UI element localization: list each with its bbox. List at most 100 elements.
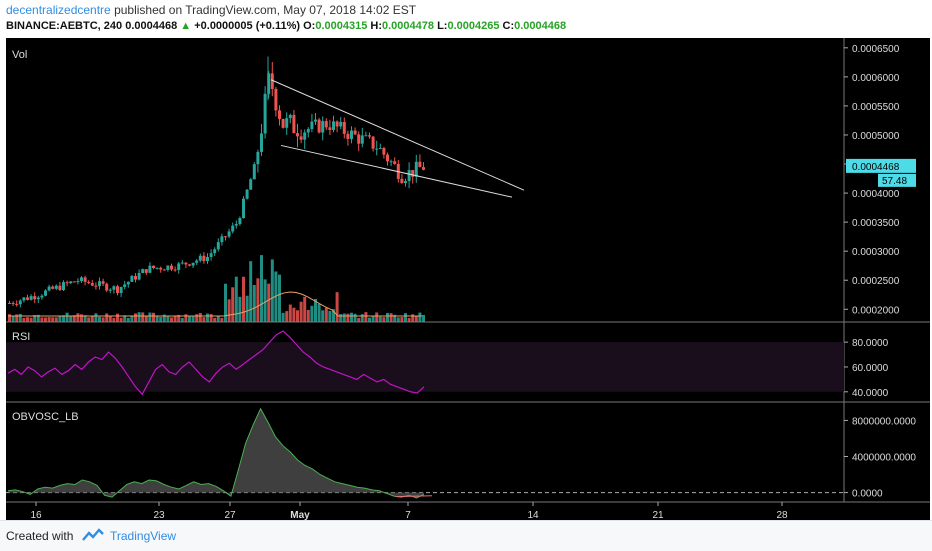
volume-bar [29,317,33,322]
chart-area[interactable]: 0.0006500 0.0006000 0.0005500 0.0005000 0.00… [6,38,930,520]
candle-body [404,181,407,184]
volume-bar [87,317,91,322]
obv-tick-label: 4000000.0000 [852,453,916,464]
volume-bar [238,296,242,322]
volume-bar [260,255,263,322]
volume-bar [411,314,415,322]
chart-svg[interactable]: 0.0006500 0.0006000 0.0005500 0.0005000 0.00… [6,38,930,520]
volume-bar [296,310,299,322]
candle-body [134,275,137,280]
candle-body [36,297,40,300]
volume-bar [303,296,307,322]
candle-body [375,148,379,150]
candle-body [213,249,217,254]
volume-bar [220,317,224,322]
candle-body [80,277,83,282]
volume-bar [314,298,317,322]
volume-bar [195,314,199,322]
up-arrow-icon: ▲ [180,20,192,32]
candle-body [198,255,202,261]
candle-body [292,114,296,134]
volume-bar [378,316,382,322]
candle-body [44,290,47,296]
candle-body [314,119,317,122]
volume-bar [65,312,69,322]
candle-body [422,167,425,170]
close-value: 0.0004468 [514,20,567,32]
volume-bar [335,292,339,322]
candle-body [69,281,73,284]
volume-bar [177,314,181,322]
candle-body [288,114,292,119]
author-link[interactable]: decentralizedcentre [6,3,111,17]
volume-bar [357,317,361,322]
volume-bar [422,314,425,322]
candle-body [317,119,321,133]
volume-tag [878,173,916,187]
volume-bar [324,307,328,322]
volume-bar [400,317,404,322]
candle-body [220,236,224,243]
high-label: H: [370,20,382,32]
candle-body [76,281,80,283]
rsi-tick-label: 80.0000 [852,338,889,349]
price-tick-label: 0.0002000 [852,305,900,316]
candle-body [274,88,278,111]
time-tick-label: 16 [30,510,42,520]
volume-bar [242,276,245,322]
volume-bar [245,295,249,322]
volume-bar [339,314,343,322]
candle-body [306,129,310,133]
volume-ma-line [8,291,422,317]
rsi-band [6,342,844,392]
volume-bar [33,315,37,322]
tradingview-brand-link[interactable]: TradingView [110,529,177,543]
volume-bar [368,317,371,322]
candle-body [335,121,339,127]
candle-body [177,263,181,270]
volume-bar [8,314,11,322]
volume-bar [209,314,213,322]
candle-body [339,121,343,127]
obv-tick-label: 0.0000 [852,489,883,500]
candle-body [360,135,364,144]
volume-bar [94,313,98,322]
wedge-lower-trendline [280,144,513,198]
volume-bar [231,287,235,322]
candle-body [184,262,188,265]
candle-body [90,283,94,286]
volume-bar [227,299,231,322]
candle-body [234,223,238,226]
candle-body [263,93,267,134]
created-with-text: Created with [6,529,74,543]
volume-bar [414,316,418,322]
header: decentralizedcentre published on Trading… [0,0,932,38]
symbol-info: BINANCE:AEBTC, 240 0.0004468 ▲ +0.000000… [6,20,566,32]
candle-body [26,297,29,300]
candle-body [418,161,422,168]
volume-bar [188,316,191,322]
volume-bar [116,313,119,322]
last-price-tag [846,158,916,173]
volume-bar [191,316,195,322]
volume-bar [130,315,134,322]
candle-body [324,121,328,128]
volume-bar [249,261,253,322]
candle-body [386,154,389,162]
candle-body [141,269,145,274]
volume-bar [274,271,278,322]
volume-bar [54,317,58,322]
volume-bar [386,312,389,322]
volume-bar [393,314,397,322]
volume-bar [148,312,152,322]
volume-bar [328,310,332,322]
time-tick-label: 28 [776,510,788,520]
tradingview-logo-icon [82,528,104,541]
volume-bar [206,313,209,322]
candle-body [155,267,159,269]
candle-body [393,161,397,164]
volume-bar [404,313,407,322]
candle-body [411,170,415,177]
low-label: L: [437,20,448,32]
volume-bar [72,315,76,322]
